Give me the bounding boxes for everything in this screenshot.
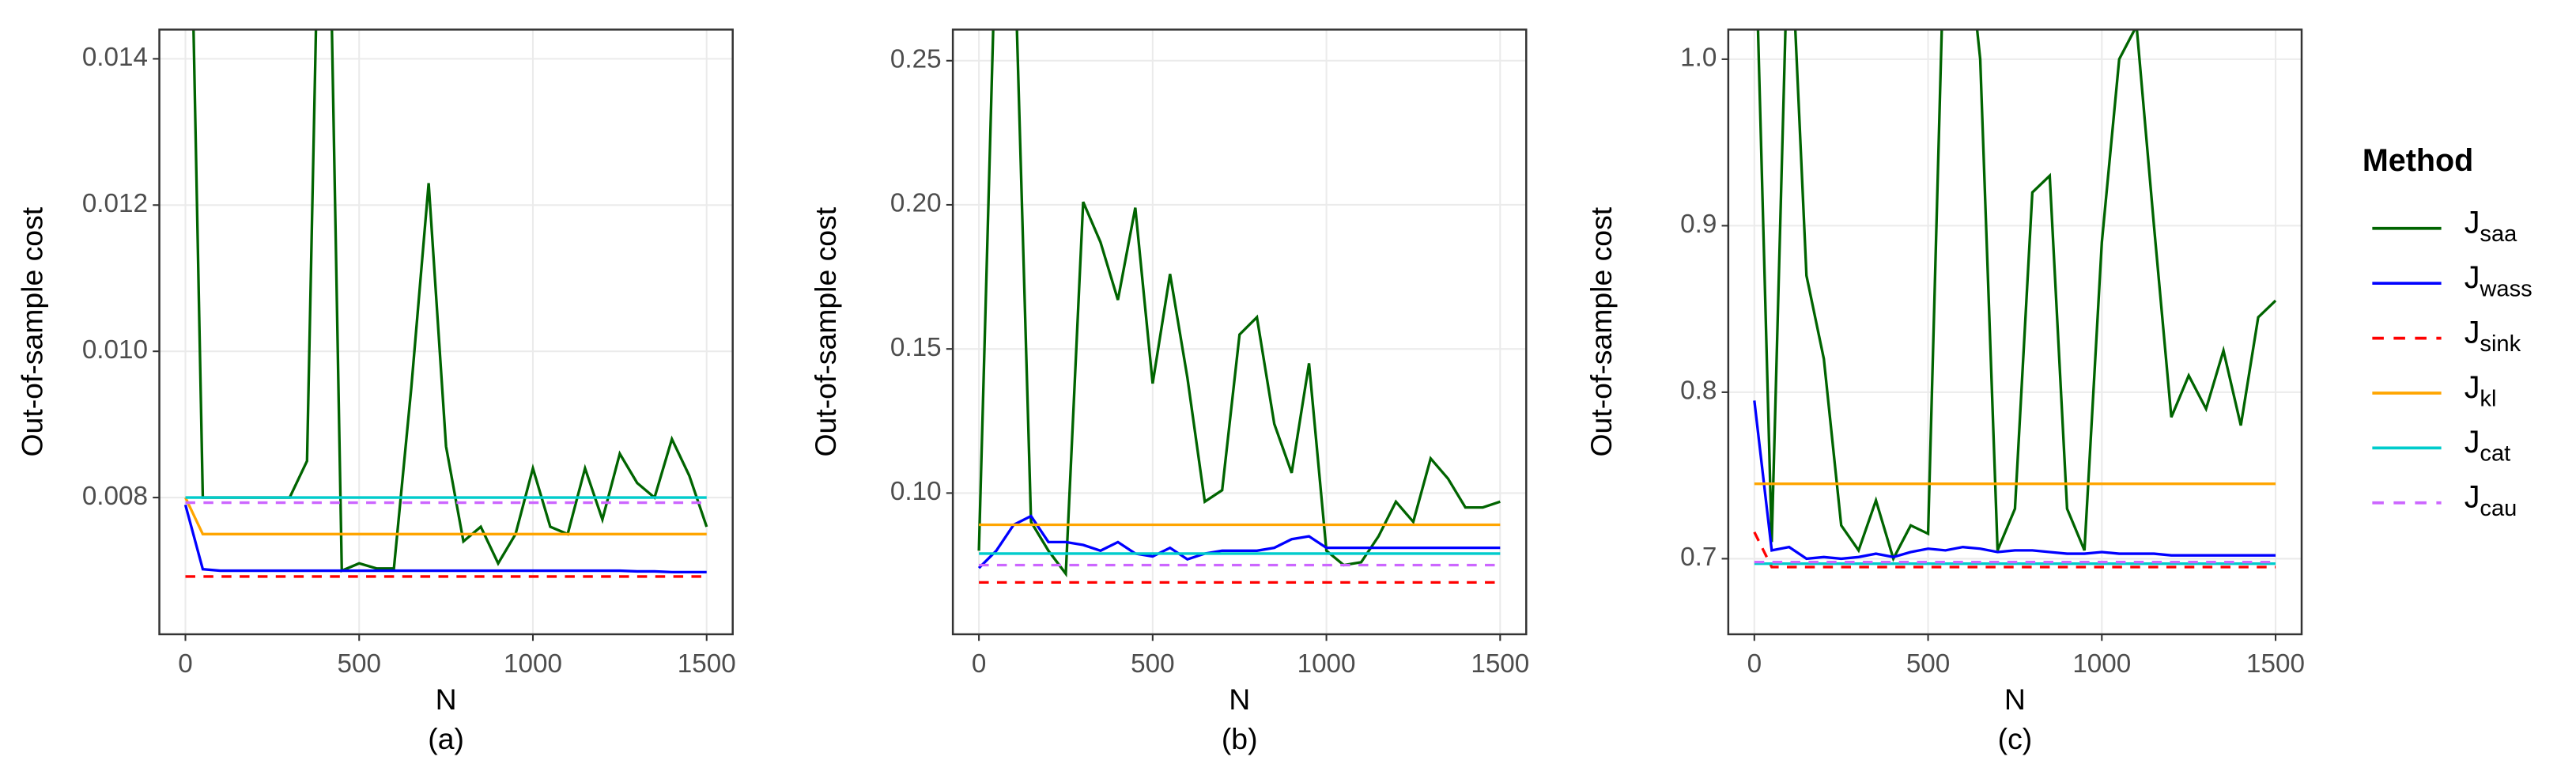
y-tick-label: 0.7 [1680,543,1717,572]
x-axis-title: N [1229,683,1250,716]
x-tick-label: 1500 [678,649,736,679]
y-tick-label: 0.15 [890,333,942,362]
plot-border [158,28,734,636]
y-tick-label: 0.9 [1680,210,1717,239]
y-tick-label: 0.010 [82,335,148,365]
legend-label: Jcau [2465,480,2517,521]
plot-lines [183,29,708,578]
legend-title: Method [2363,143,2473,178]
series-line [1756,29,2277,562]
x-tick-label: 500 [338,649,381,679]
x-tick-label: 0 [178,649,192,679]
series-line [183,504,707,574]
y-tick-label: 1.0 [1680,44,1717,73]
x-tick-label: 500 [1906,649,1950,679]
caption: (c) [1998,722,2033,755]
x-tick-label: 1500 [2246,649,2305,679]
plot-background [1728,29,2302,634]
x-tick-label: 0 [1747,649,1762,679]
x-axis-title: N [2004,683,2026,716]
caption: (a) [428,722,464,755]
x-tick-label: 1000 [2072,649,2131,679]
plot-border [951,28,1528,636]
y-tick-label: 0.008 [82,482,148,511]
plot-background [159,29,733,634]
plot-lines [1753,29,2277,569]
y-tick-label: 0.10 [890,477,942,506]
legend-label: Jsaa [2465,206,2517,247]
legend-label: Jkl [2465,370,2497,411]
series-line [1753,400,2276,561]
series-line [977,29,1501,578]
y-tick-label: 0.20 [890,189,942,218]
x-tick-label: 500 [1131,649,1174,679]
legend-label: Jcat [2465,426,2511,467]
y-axis-title: Out-of-sample cost [1585,206,1618,456]
x-axis-title: N [436,683,457,716]
plot-background [953,29,1527,634]
y-axis-title: Out-of-sample cost [809,206,842,456]
x-tick-label: 1500 [1471,649,1529,679]
y-tick-label: 0.012 [82,189,148,218]
legend-label: Jwass [2465,260,2533,301]
series-line [1753,531,2276,569]
plot-border [1727,28,2303,636]
x-tick-label: 0 [972,649,986,679]
series-line [977,514,1501,569]
series-line [184,497,707,535]
y-axis-title: Out-of-sample cost [16,206,49,456]
caption: (b) [1222,722,1258,755]
x-tick-label: 1000 [1297,649,1356,679]
legend-label: Jsink [2465,316,2521,357]
x-tick-label: 1000 [504,649,562,679]
y-tick-label: 0.8 [1680,376,1717,406]
plot-lines [977,29,1501,584]
y-tick-label: 0.014 [82,43,148,72]
y-tick-label: 0.25 [890,45,942,74]
